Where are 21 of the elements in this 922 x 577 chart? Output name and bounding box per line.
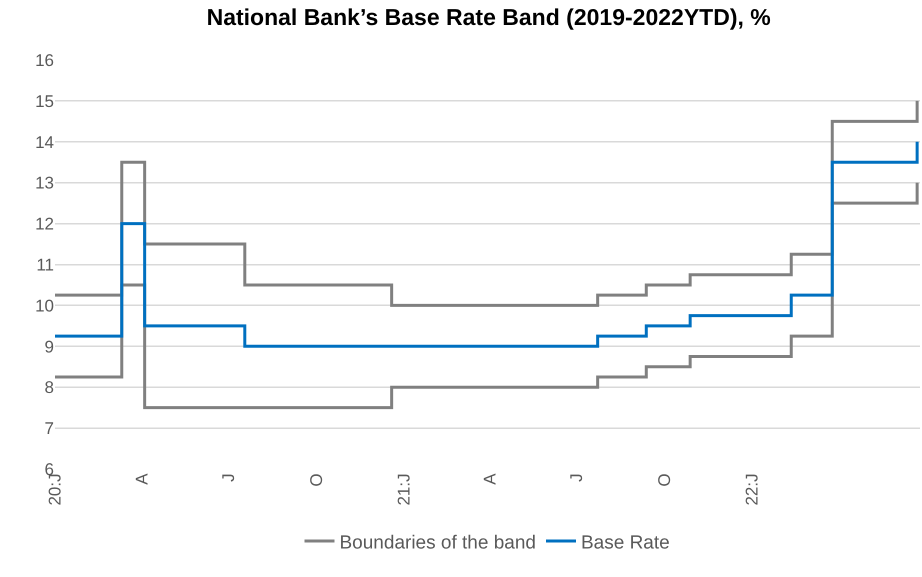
y-tick-label: 7 — [44, 419, 54, 438]
y-tick-label: 12 — [35, 214, 54, 234]
y-tick-label: 13 — [35, 174, 54, 193]
x-tick-label: A — [480, 472, 500, 485]
x-tick-label: 21:J — [394, 473, 414, 506]
x-tick-label: J — [567, 473, 586, 482]
y-tick-label: 15 — [35, 92, 54, 111]
y-tick-label: 9 — [44, 337, 54, 356]
y-tick-label: 10 — [35, 296, 54, 316]
legend-label: Base Rate — [581, 532, 670, 554]
legend-label: Boundaries of the band — [340, 532, 536, 554]
y-tick-label: 16 — [35, 50, 54, 70]
x-tick-label: J — [219, 473, 238, 482]
x-tick-label: O — [654, 473, 674, 487]
y-tick-label: 11 — [36, 255, 54, 274]
x-tick-label: 22:J — [742, 473, 762, 506]
y-tick-label: 8 — [44, 378, 54, 398]
x-tick-label: O — [306, 473, 326, 487]
y-tick-label: 14 — [35, 132, 54, 152]
chart-title: National Bank’s Base Rate Band (2019-2022YTD), % — [206, 4, 771, 30]
x-tick-label: A — [132, 472, 152, 485]
